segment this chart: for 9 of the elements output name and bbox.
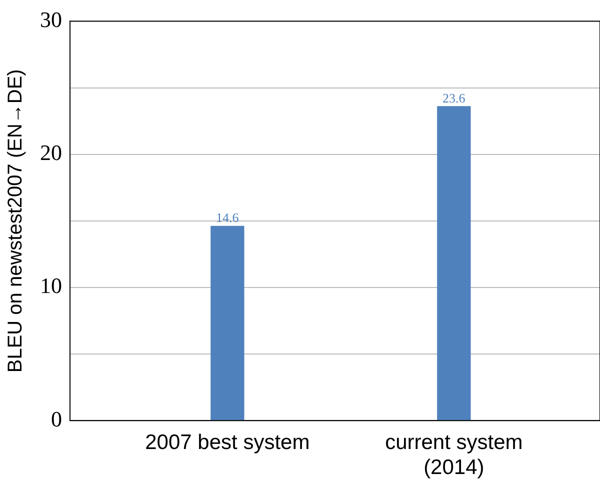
y-tick-label: 10	[40, 273, 62, 298]
y-tick-label: 0	[51, 406, 62, 432]
y-tick-label: 30	[40, 6, 62, 32]
y-axis-title: BLEU on newstest2007 (EN→DE)	[4, 69, 27, 373]
x-tick-label: current system (2014)	[385, 430, 523, 480]
data-label: 23.6	[442, 90, 466, 106]
y-tick-label: 20	[40, 140, 62, 166]
x-tick-label: 2007 best system	[145, 430, 310, 454]
data-label: 14.6	[216, 210, 240, 226]
